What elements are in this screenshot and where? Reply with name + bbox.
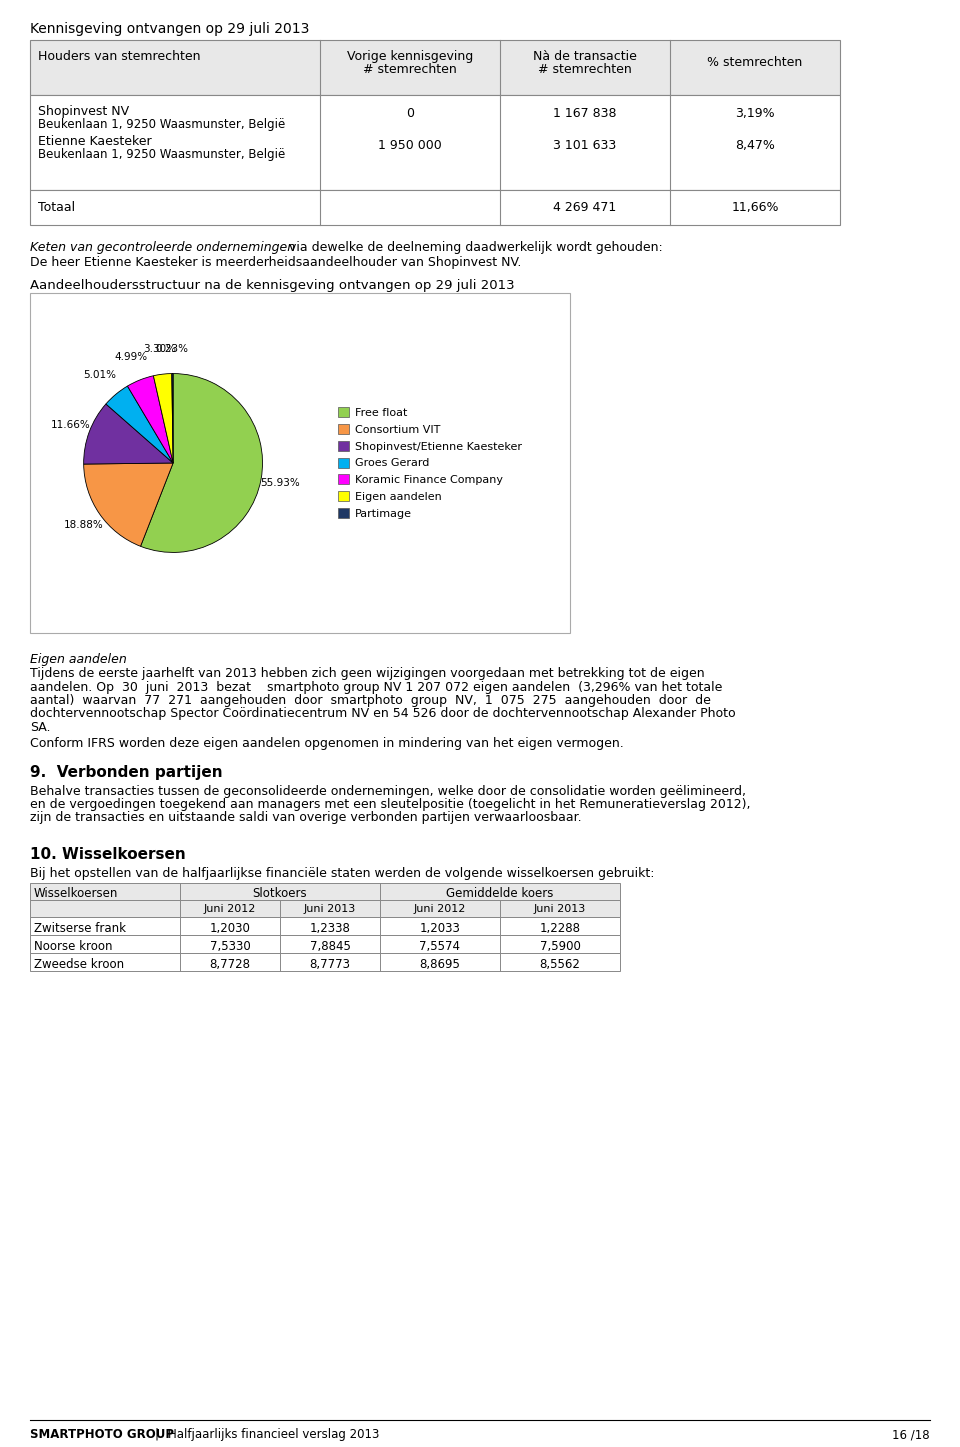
Bar bbox=[30, 292, 570, 632]
Wedge shape bbox=[140, 373, 262, 553]
Text: 11,66%: 11,66% bbox=[732, 201, 779, 214]
Text: 1,2288: 1,2288 bbox=[540, 922, 581, 935]
Wedge shape bbox=[172, 373, 173, 463]
Text: 1,2338: 1,2338 bbox=[309, 922, 350, 935]
Text: Tijdens de eerste jaarhelft van 2013 hebben zich geen wijzigingen voorgedaan met: Tijdens de eerste jaarhelft van 2013 heb… bbox=[30, 667, 705, 680]
Text: Eigen aandelen: Eigen aandelen bbox=[30, 653, 127, 666]
Text: 11.66%: 11.66% bbox=[51, 420, 90, 430]
Bar bbox=[30, 190, 840, 224]
Text: 8,7728: 8,7728 bbox=[209, 958, 251, 971]
Text: aantal)  waarvan  77  271  aangehouden  door  smartphoto  group  NV,  1  075  27: aantal) waarvan 77 271 aangehouden door … bbox=[30, 695, 710, 708]
Text: 18.88%: 18.88% bbox=[63, 519, 104, 530]
Text: 8,7773: 8,7773 bbox=[309, 958, 350, 971]
Text: 8,8695: 8,8695 bbox=[420, 958, 461, 971]
Text: Juni 2012: Juni 2012 bbox=[204, 904, 256, 915]
Bar bbox=[30, 883, 620, 900]
Text: Wisselkoersen: Wisselkoersen bbox=[34, 887, 118, 900]
Text: 7,8845: 7,8845 bbox=[309, 941, 350, 954]
Text: # stemrechten: # stemrechten bbox=[363, 64, 457, 77]
Text: 4.99%: 4.99% bbox=[114, 352, 147, 362]
Text: 0.23%: 0.23% bbox=[156, 343, 189, 353]
Text: Beukenlaan 1, 9250 Waasmunster, België: Beukenlaan 1, 9250 Waasmunster, België bbox=[38, 148, 285, 161]
Bar bbox=[30, 917, 620, 935]
Text: Nà de transactie: Nà de transactie bbox=[533, 51, 636, 64]
Text: 5.01%: 5.01% bbox=[84, 370, 116, 381]
Text: Vorige kennisgeving: Vorige kennisgeving bbox=[347, 51, 473, 64]
Wedge shape bbox=[84, 463, 173, 547]
Text: aandelen. Op  30  juni  2013  bezat    smartphoto group NV 1 207 072 eigen aande: aandelen. Op 30 juni 2013 bezat smartpho… bbox=[30, 680, 722, 693]
Bar bbox=[30, 96, 840, 190]
Wedge shape bbox=[106, 386, 173, 463]
Text: 7,5574: 7,5574 bbox=[420, 941, 461, 954]
Text: 0: 0 bbox=[406, 107, 414, 120]
Text: 7,5330: 7,5330 bbox=[209, 941, 251, 954]
Text: 9.  Verbonden partijen: 9. Verbonden partijen bbox=[30, 764, 223, 780]
Text: Juni 2013: Juni 2013 bbox=[534, 904, 587, 915]
Text: # stemrechten: # stemrechten bbox=[539, 64, 632, 77]
Text: |: | bbox=[155, 1428, 159, 1441]
Text: Behalve transacties tussen de geconsolideerde ondernemingen, welke door de conso: Behalve transacties tussen de geconsolid… bbox=[30, 784, 746, 797]
Text: Aandeelhoudersstructuur na de kennisgeving ontvangen op 29 juli 2013: Aandeelhoudersstructuur na de kennisgevi… bbox=[30, 279, 515, 292]
Bar bbox=[30, 935, 620, 954]
Text: 1,2030: 1,2030 bbox=[209, 922, 251, 935]
Text: Shopinvest NV: Shopinvest NV bbox=[38, 106, 130, 119]
Text: 10. Wisselkoersen: 10. Wisselkoersen bbox=[30, 846, 185, 862]
Wedge shape bbox=[128, 376, 173, 463]
Text: zijn de transacties en uitstaande saldi van overige verbonden partijen verwaarlo: zijn de transacties en uitstaande saldi … bbox=[30, 812, 582, 825]
Text: % stemrechten: % stemrechten bbox=[708, 56, 803, 69]
Text: De heer Etienne Kaesteker is meerderheidsaandeelhouder van Shopinvest NV.: De heer Etienne Kaesteker is meerderheid… bbox=[30, 256, 521, 269]
Text: 3.30%: 3.30% bbox=[143, 344, 176, 355]
Text: 16 /18: 16 /18 bbox=[893, 1428, 930, 1441]
Text: Conform IFRS worden deze eigen aandelen opgenomen in mindering van het eigen ver: Conform IFRS worden deze eigen aandelen … bbox=[30, 737, 624, 750]
Text: Bij het opstellen van de halfjaarlijkse financiële staten werden de volgende wis: Bij het opstellen van de halfjaarlijkse … bbox=[30, 867, 655, 880]
Text: 7,5900: 7,5900 bbox=[540, 941, 581, 954]
Text: SMARTPHOTO GROUP: SMARTPHOTO GROUP bbox=[30, 1428, 174, 1441]
Text: 4 269 471: 4 269 471 bbox=[553, 201, 616, 214]
Text: en de vergoedingen toegekend aan managers met een sleutelpositie (toegelicht in : en de vergoedingen toegekend aan manager… bbox=[30, 797, 751, 810]
Text: Houders van stemrechten: Houders van stemrechten bbox=[38, 51, 201, 64]
Text: SA.: SA. bbox=[30, 721, 51, 734]
Text: 55.93%: 55.93% bbox=[260, 478, 300, 488]
Text: Kennisgeving ontvangen op 29 juli 2013: Kennisgeving ontvangen op 29 juli 2013 bbox=[30, 22, 309, 36]
Text: 3 101 633: 3 101 633 bbox=[553, 139, 616, 152]
Text: 1 950 000: 1 950 000 bbox=[378, 139, 442, 152]
Text: Etienne Kaesteker: Etienne Kaesteker bbox=[38, 135, 152, 148]
Bar bbox=[30, 954, 620, 971]
Text: Halfjaarlijks financieel verslag 2013: Halfjaarlijks financieel verslag 2013 bbox=[168, 1428, 379, 1441]
Text: Beukenlaan 1, 9250 Waasmunster, België: Beukenlaan 1, 9250 Waasmunster, België bbox=[38, 119, 285, 132]
Text: Juni 2013: Juni 2013 bbox=[304, 904, 356, 915]
Text: 3,19%: 3,19% bbox=[735, 107, 775, 120]
Wedge shape bbox=[84, 404, 173, 464]
Text: 1 167 838: 1 167 838 bbox=[553, 107, 616, 120]
Text: Gemiddelde koers: Gemiddelde koers bbox=[446, 887, 554, 900]
Text: 1,2033: 1,2033 bbox=[420, 922, 461, 935]
Bar bbox=[30, 41, 840, 96]
Wedge shape bbox=[154, 373, 173, 463]
Legend: Free float, Consortium VIT, Shopinvest/Etienne Kaesteker, Groes Gerard, Koramic : Free float, Consortium VIT, Shopinvest/E… bbox=[338, 407, 521, 519]
Text: Juni 2012: Juni 2012 bbox=[414, 904, 467, 915]
Bar bbox=[30, 900, 620, 917]
Text: Zweedse kroon: Zweedse kroon bbox=[34, 958, 124, 971]
Text: 8,47%: 8,47% bbox=[735, 139, 775, 152]
Text: Keten van gecontroleerde ondernemingen: Keten van gecontroleerde ondernemingen bbox=[30, 242, 295, 255]
Text: Zwitserse frank: Zwitserse frank bbox=[34, 922, 126, 935]
Text: Slotkoers: Slotkoers bbox=[252, 887, 307, 900]
Text: via dewelke de deelneming daadwerkelijk wordt gehouden:: via dewelke de deelneming daadwerkelijk … bbox=[285, 242, 662, 255]
Text: Totaal: Totaal bbox=[38, 201, 75, 214]
Text: dochtervennootschap Spector Coördinatiecentrum NV en 54 526 door de dochtervenno: dochtervennootschap Spector Coördinatiec… bbox=[30, 708, 735, 721]
Text: 8,5562: 8,5562 bbox=[540, 958, 581, 971]
Text: Noorse kroon: Noorse kroon bbox=[34, 941, 112, 954]
